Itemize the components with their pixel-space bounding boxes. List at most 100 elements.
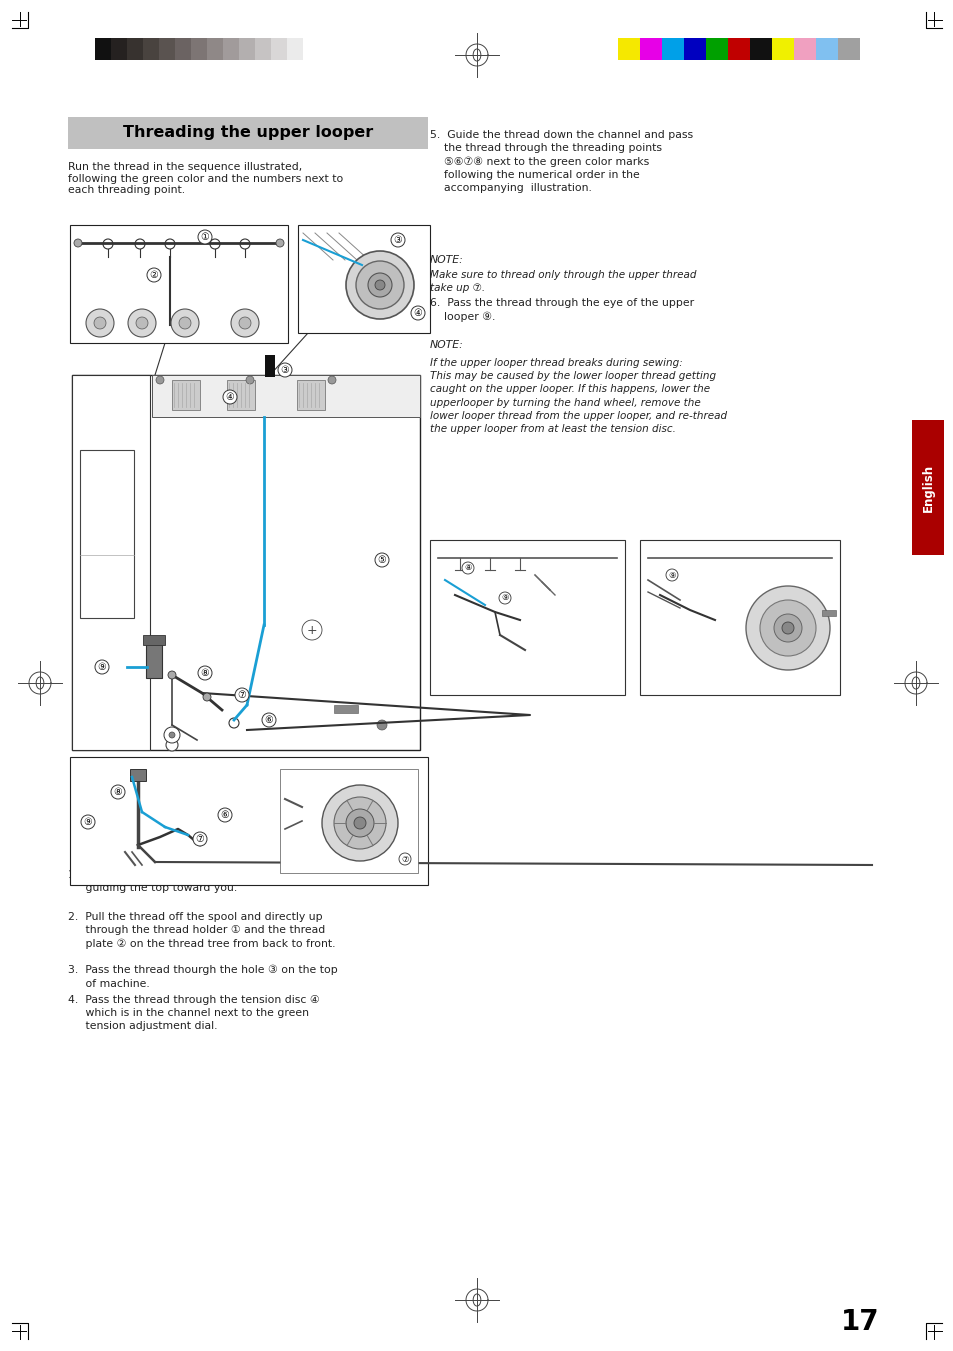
Text: ③: ③ bbox=[394, 235, 402, 245]
Bar bbox=[334, 705, 357, 713]
Bar bbox=[143, 38, 159, 59]
Circle shape bbox=[147, 267, 161, 282]
Circle shape bbox=[86, 309, 113, 336]
Bar bbox=[239, 38, 254, 59]
Circle shape bbox=[198, 666, 212, 680]
Text: 17: 17 bbox=[840, 1308, 879, 1336]
Text: NOTE:: NOTE: bbox=[430, 340, 463, 350]
Bar bbox=[297, 226, 430, 332]
Bar bbox=[223, 38, 239, 59]
Text: ⑦: ⑦ bbox=[195, 834, 204, 844]
Text: ⑧: ⑧ bbox=[464, 563, 471, 573]
Text: NOTE:: NOTE: bbox=[430, 255, 463, 265]
Bar bbox=[793, 38, 815, 59]
Bar bbox=[749, 38, 771, 59]
Text: ③: ③ bbox=[280, 365, 289, 376]
Text: 1.  Open the front cover by sliding to the right and
     guiding the top toward: 1. Open the front cover by sliding to th… bbox=[68, 870, 344, 893]
Circle shape bbox=[166, 739, 178, 751]
Text: 2.  Pull the thread off the spool and directly up
     through the thread holder: 2. Pull the thread off the spool and dir… bbox=[68, 912, 335, 948]
Circle shape bbox=[234, 688, 249, 703]
Bar bbox=[618, 38, 639, 59]
Bar bbox=[661, 38, 683, 59]
Text: +: + bbox=[306, 624, 317, 636]
Bar bbox=[254, 38, 271, 59]
Circle shape bbox=[376, 720, 387, 730]
Circle shape bbox=[171, 309, 199, 336]
Text: Threading the upper looper: Threading the upper looper bbox=[123, 126, 373, 141]
Text: Make sure to thread only through the upper thread
take up ⑦.: Make sure to thread only through the upp… bbox=[430, 270, 696, 293]
Circle shape bbox=[168, 671, 175, 680]
Bar bbox=[430, 540, 624, 694]
Circle shape bbox=[94, 317, 106, 330]
Circle shape bbox=[328, 376, 335, 384]
Text: ⑦: ⑦ bbox=[401, 854, 408, 863]
Circle shape bbox=[169, 732, 174, 738]
Bar bbox=[296, 380, 325, 409]
Circle shape bbox=[411, 305, 424, 320]
Text: ⑨: ⑨ bbox=[84, 817, 92, 827]
Bar bbox=[143, 635, 165, 644]
Circle shape bbox=[375, 280, 385, 290]
Bar bbox=[227, 380, 254, 409]
Bar bbox=[727, 38, 749, 59]
Text: ⑨: ⑨ bbox=[500, 593, 508, 603]
Circle shape bbox=[193, 832, 207, 846]
Circle shape bbox=[277, 363, 292, 377]
Circle shape bbox=[334, 797, 386, 848]
Circle shape bbox=[665, 569, 678, 581]
Bar bbox=[146, 643, 162, 678]
Circle shape bbox=[368, 273, 392, 297]
Bar bbox=[303, 38, 318, 59]
Circle shape bbox=[745, 586, 829, 670]
Bar bbox=[911, 420, 943, 555]
Circle shape bbox=[231, 309, 258, 336]
Bar bbox=[95, 38, 111, 59]
Bar bbox=[705, 38, 727, 59]
Circle shape bbox=[111, 785, 125, 798]
Bar bbox=[287, 38, 303, 59]
Text: 6.  Pass the thread through the eye of the upper
    looper ⑨.: 6. Pass the thread through the eye of th… bbox=[430, 299, 694, 322]
Bar bbox=[207, 38, 223, 59]
Bar bbox=[174, 38, 191, 59]
Circle shape bbox=[198, 230, 212, 245]
Text: If the upper looper thread breaks during sewing:
This may be caused by the lower: If the upper looper thread breaks during… bbox=[430, 358, 726, 434]
Circle shape bbox=[375, 553, 389, 567]
Bar bbox=[71, 376, 150, 750]
Bar bbox=[837, 38, 859, 59]
Circle shape bbox=[498, 592, 511, 604]
Circle shape bbox=[322, 785, 397, 861]
Bar bbox=[271, 38, 287, 59]
Text: ⑤: ⑤ bbox=[377, 555, 386, 565]
Circle shape bbox=[391, 232, 405, 247]
Text: 3.  Pass the thread thourgh the hole ③ on the top
     of machine.: 3. Pass the thread thourgh the hole ③ on… bbox=[68, 965, 337, 989]
Bar bbox=[191, 38, 207, 59]
Text: ①: ① bbox=[200, 232, 209, 242]
Circle shape bbox=[229, 717, 239, 728]
Text: ⑧: ⑧ bbox=[113, 788, 122, 797]
Bar bbox=[280, 769, 417, 873]
Bar bbox=[771, 38, 793, 59]
Circle shape bbox=[218, 808, 232, 821]
Bar bbox=[70, 757, 428, 885]
Circle shape bbox=[128, 309, 156, 336]
Circle shape bbox=[156, 376, 164, 384]
Bar bbox=[68, 118, 428, 149]
Circle shape bbox=[95, 661, 109, 674]
Circle shape bbox=[355, 261, 403, 309]
Circle shape bbox=[246, 376, 253, 384]
Bar bbox=[70, 226, 288, 343]
Bar bbox=[111, 38, 127, 59]
Text: English: English bbox=[921, 463, 934, 512]
Circle shape bbox=[346, 809, 374, 838]
Text: ⑦: ⑦ bbox=[237, 690, 246, 700]
Text: ⑥: ⑥ bbox=[264, 715, 274, 725]
Bar bbox=[265, 355, 274, 377]
Circle shape bbox=[354, 817, 366, 830]
Circle shape bbox=[398, 852, 411, 865]
Text: ④: ④ bbox=[414, 308, 422, 317]
Bar bbox=[127, 38, 143, 59]
Circle shape bbox=[275, 239, 284, 247]
Circle shape bbox=[262, 713, 275, 727]
Text: ④: ④ bbox=[226, 392, 234, 403]
Bar bbox=[71, 376, 419, 750]
